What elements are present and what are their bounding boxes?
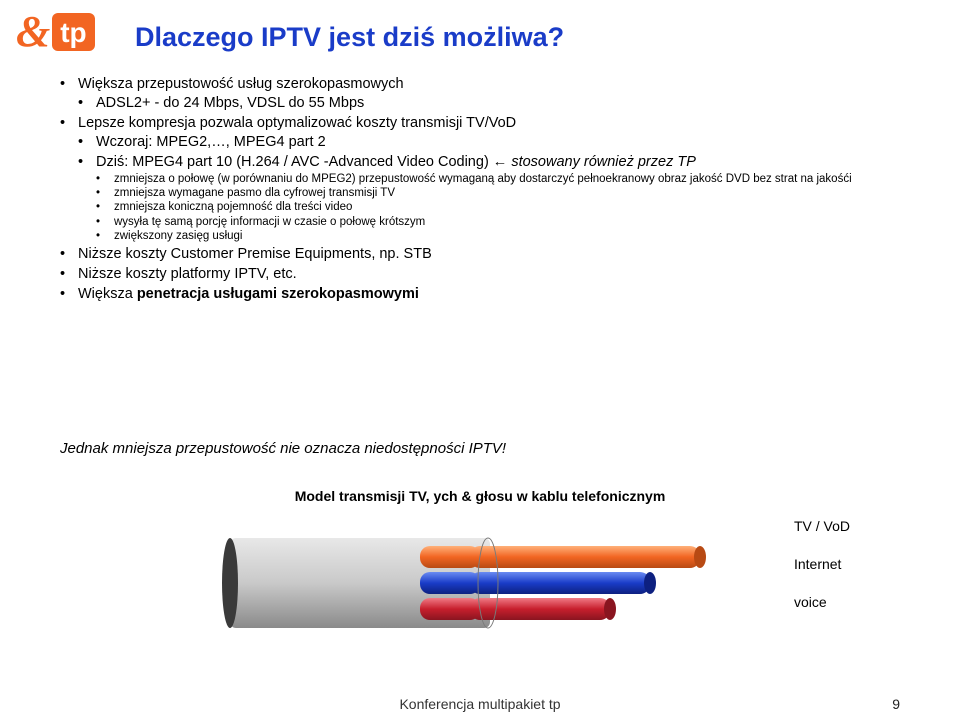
footer-note: Jednak mniejsza przepustowość nie oznacz… [60,440,506,457]
label-voice: voice [794,594,850,610]
bullet-item: ADSL2+ - do 24 Mbps, VDSL do 55 Mbps [78,94,920,113]
bullet-item: Większa przepustowość usług szerokopasmo… [60,75,920,113]
logo: &tp [16,10,106,60]
footer: Konferencja multipakiet tp 9 [60,696,900,718]
bullet-item: Większa penetracja usługami szerokopasmo… [60,285,920,304]
logo-tp-text: tp [60,17,86,48]
diagram-labels: TV / VoD Internet voice [794,518,850,632]
diagram-title: Model transmisji TV, ych & głosu w kablu… [130,488,830,504]
page-number: 9 [892,696,900,712]
bullet-item: Niższe koszty Customer Premise Equipment… [60,245,920,264]
bullet-item: Lepsze kompresja pozwala optymalizować k… [60,114,920,243]
bullet-item: wysyła tę samą porcję informacji w czasi… [96,215,920,229]
logo-tp-box: tp [52,13,94,51]
label-internet: Internet [794,556,850,572]
cable-diagram: Model transmisji TV, ych & głosu w kablu… [130,488,830,658]
bullet-item: Niższe koszty platformy IPTV, etc. [60,265,920,284]
bullet-item: zwiększony zasięg usługi [96,229,920,243]
bullet-item: zmniejsza o połowę (w porównaniu do MPEG… [96,172,920,186]
logo-ampersand: & [16,10,50,54]
cable-illustration [220,508,740,658]
label-tv-vod: TV / VoD [794,518,850,534]
footer-center-text: Konferencja multipakiet tp [399,696,560,712]
bullet-item: Wczoraj: MPEG2,…, MPEG4 part 2 [78,133,920,152]
bullet-item: zmniejsza koniczną pojemność dla treści … [96,200,920,214]
page-title: Dlaczego IPTV jest dziś możliwa? [135,22,564,53]
bullet-item: zmniejsza wymagane pasmo dla cyfrowej tr… [96,186,920,200]
content-body: Większa przepustowość usług szerokopasmo… [60,75,920,305]
bullet-item: Dziś: MPEG4 part 10 (H.264 / AVC -Advanc… [78,153,920,244]
